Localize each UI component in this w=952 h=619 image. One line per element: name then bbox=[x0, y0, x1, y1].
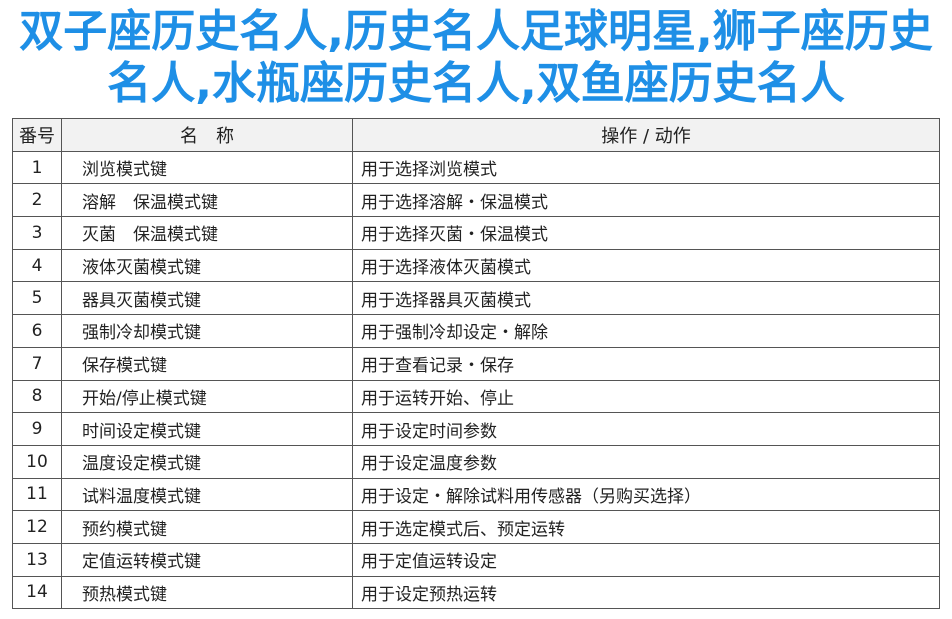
column-header: 番号 bbox=[12, 118, 62, 152]
key-name: 定值运转模式键 bbox=[61, 542, 353, 577]
key-name: 预热模式键 bbox=[61, 575, 353, 610]
key-action: 用于选择灭菌・保温模式 bbox=[352, 216, 940, 250]
key-action: 用于选择器具灭菌模式 bbox=[352, 281, 940, 316]
table-row: 10 温度设定模式键 用于设定温度参数 bbox=[12, 444, 940, 479]
key-name: 开始/停止模式键 bbox=[61, 379, 353, 414]
row-number: 8 bbox=[12, 379, 62, 414]
key-name: 溶解 保温模式键 bbox=[61, 183, 353, 218]
row-number: 7 bbox=[12, 346, 62, 381]
key-action: 用于查看记录・保存 bbox=[352, 346, 940, 381]
key-action: 用于选择溶解・保温模式 bbox=[352, 183, 940, 218]
key-action: 用于设定预热运转 bbox=[352, 575, 940, 610]
key-name: 温度设定模式键 bbox=[61, 444, 353, 479]
row-number: 5 bbox=[12, 281, 62, 316]
key-action: 用于设定・解除试料用传感器（另购买选择） bbox=[352, 477, 940, 512]
row-number: 6 bbox=[12, 314, 62, 348]
table-row: 11 试料温度模式键 用于设定・解除试料用传感器（另购买选择） bbox=[12, 477, 940, 512]
table-row: 8 开始/停止模式键 用于运转开始、停止 bbox=[12, 379, 940, 414]
table-row: 2 溶解 保温模式键 用于选择溶解・保温模式 bbox=[12, 183, 940, 218]
row-number: 12 bbox=[12, 510, 62, 544]
key-action: 用于设定时间参数 bbox=[352, 412, 940, 446]
key-name: 试料温度模式键 bbox=[61, 477, 353, 512]
key-name: 液体灭菌模式键 bbox=[61, 248, 353, 283]
key-name: 浏览模式键 bbox=[61, 150, 353, 185]
row-number: 11 bbox=[12, 477, 62, 512]
row-number: 2 bbox=[12, 183, 62, 218]
overlay-title: 双子座历史名人,历史名人足球明星,狮子座历史名人,水瓶座历史名人,双鱼座历史名人 bbox=[19, 6, 933, 109]
key-action: 用于设定温度参数 bbox=[352, 444, 940, 479]
row-number: 10 bbox=[12, 444, 62, 479]
table-row: 13 定值运转模式键 用于定值运转设定 bbox=[12, 542, 940, 577]
key-name: 保存模式键 bbox=[61, 346, 353, 381]
table-row: 3 灭菌 保温模式键 用于选择灭菌・保温模式 bbox=[12, 216, 940, 250]
key-name: 灭菌 保温模式键 bbox=[61, 216, 353, 250]
key-action: 用于选定模式后、预定运转 bbox=[352, 510, 940, 544]
key-action: 用于选择浏览模式 bbox=[352, 150, 940, 185]
key-action: 用于强制冷却设定・解除 bbox=[352, 314, 940, 348]
row-number: 9 bbox=[12, 412, 62, 446]
table-row: 6 强制冷却模式键 用于强制冷却设定・解除 bbox=[12, 314, 940, 348]
column-header: 操作 / 动作 bbox=[352, 118, 940, 152]
table-header-row: 番号名 称操作 / 动作 bbox=[12, 118, 940, 152]
row-number: 13 bbox=[12, 542, 62, 577]
key-function-table: 番号名 称操作 / 动作 1 浏览模式键 用于选择浏览模式 2 溶解 保温模式键 用于选择… bbox=[12, 118, 940, 610]
table-row: 7 保存模式键 用于查看记录・保存 bbox=[12, 346, 940, 381]
table-row: 9 时间设定模式键 用于设定时间参数 bbox=[12, 412, 940, 446]
table-row: 14 预热模式键 用于设定预热运转 bbox=[12, 575, 940, 610]
row-number: 4 bbox=[12, 248, 62, 283]
column-header: 名 称 bbox=[61, 118, 353, 152]
key-name: 强制冷却模式键 bbox=[61, 314, 353, 348]
table-row: 1 浏览模式键 用于选择浏览模式 bbox=[12, 150, 940, 185]
row-number: 3 bbox=[12, 216, 62, 250]
table-row: 12 预约模式键 用于选定模式后、预定运转 bbox=[12, 510, 940, 544]
key-name: 器具灭菌模式键 bbox=[61, 281, 353, 316]
key-name: 预约模式键 bbox=[61, 510, 353, 544]
key-action: 用于选择液体灭菌模式 bbox=[352, 248, 940, 283]
table-row: 5 器具灭菌模式键 用于选择器具灭菌模式 bbox=[12, 281, 940, 316]
key-action: 用于运转开始、停止 bbox=[352, 379, 940, 414]
row-number: 14 bbox=[12, 575, 62, 610]
table-row: 4 液体灭菌模式键 用于选择液体灭菌模式 bbox=[12, 248, 940, 283]
key-name: 时间设定模式键 bbox=[61, 412, 353, 446]
key-action: 用于定值运转设定 bbox=[352, 542, 940, 577]
row-number: 1 bbox=[12, 150, 62, 185]
